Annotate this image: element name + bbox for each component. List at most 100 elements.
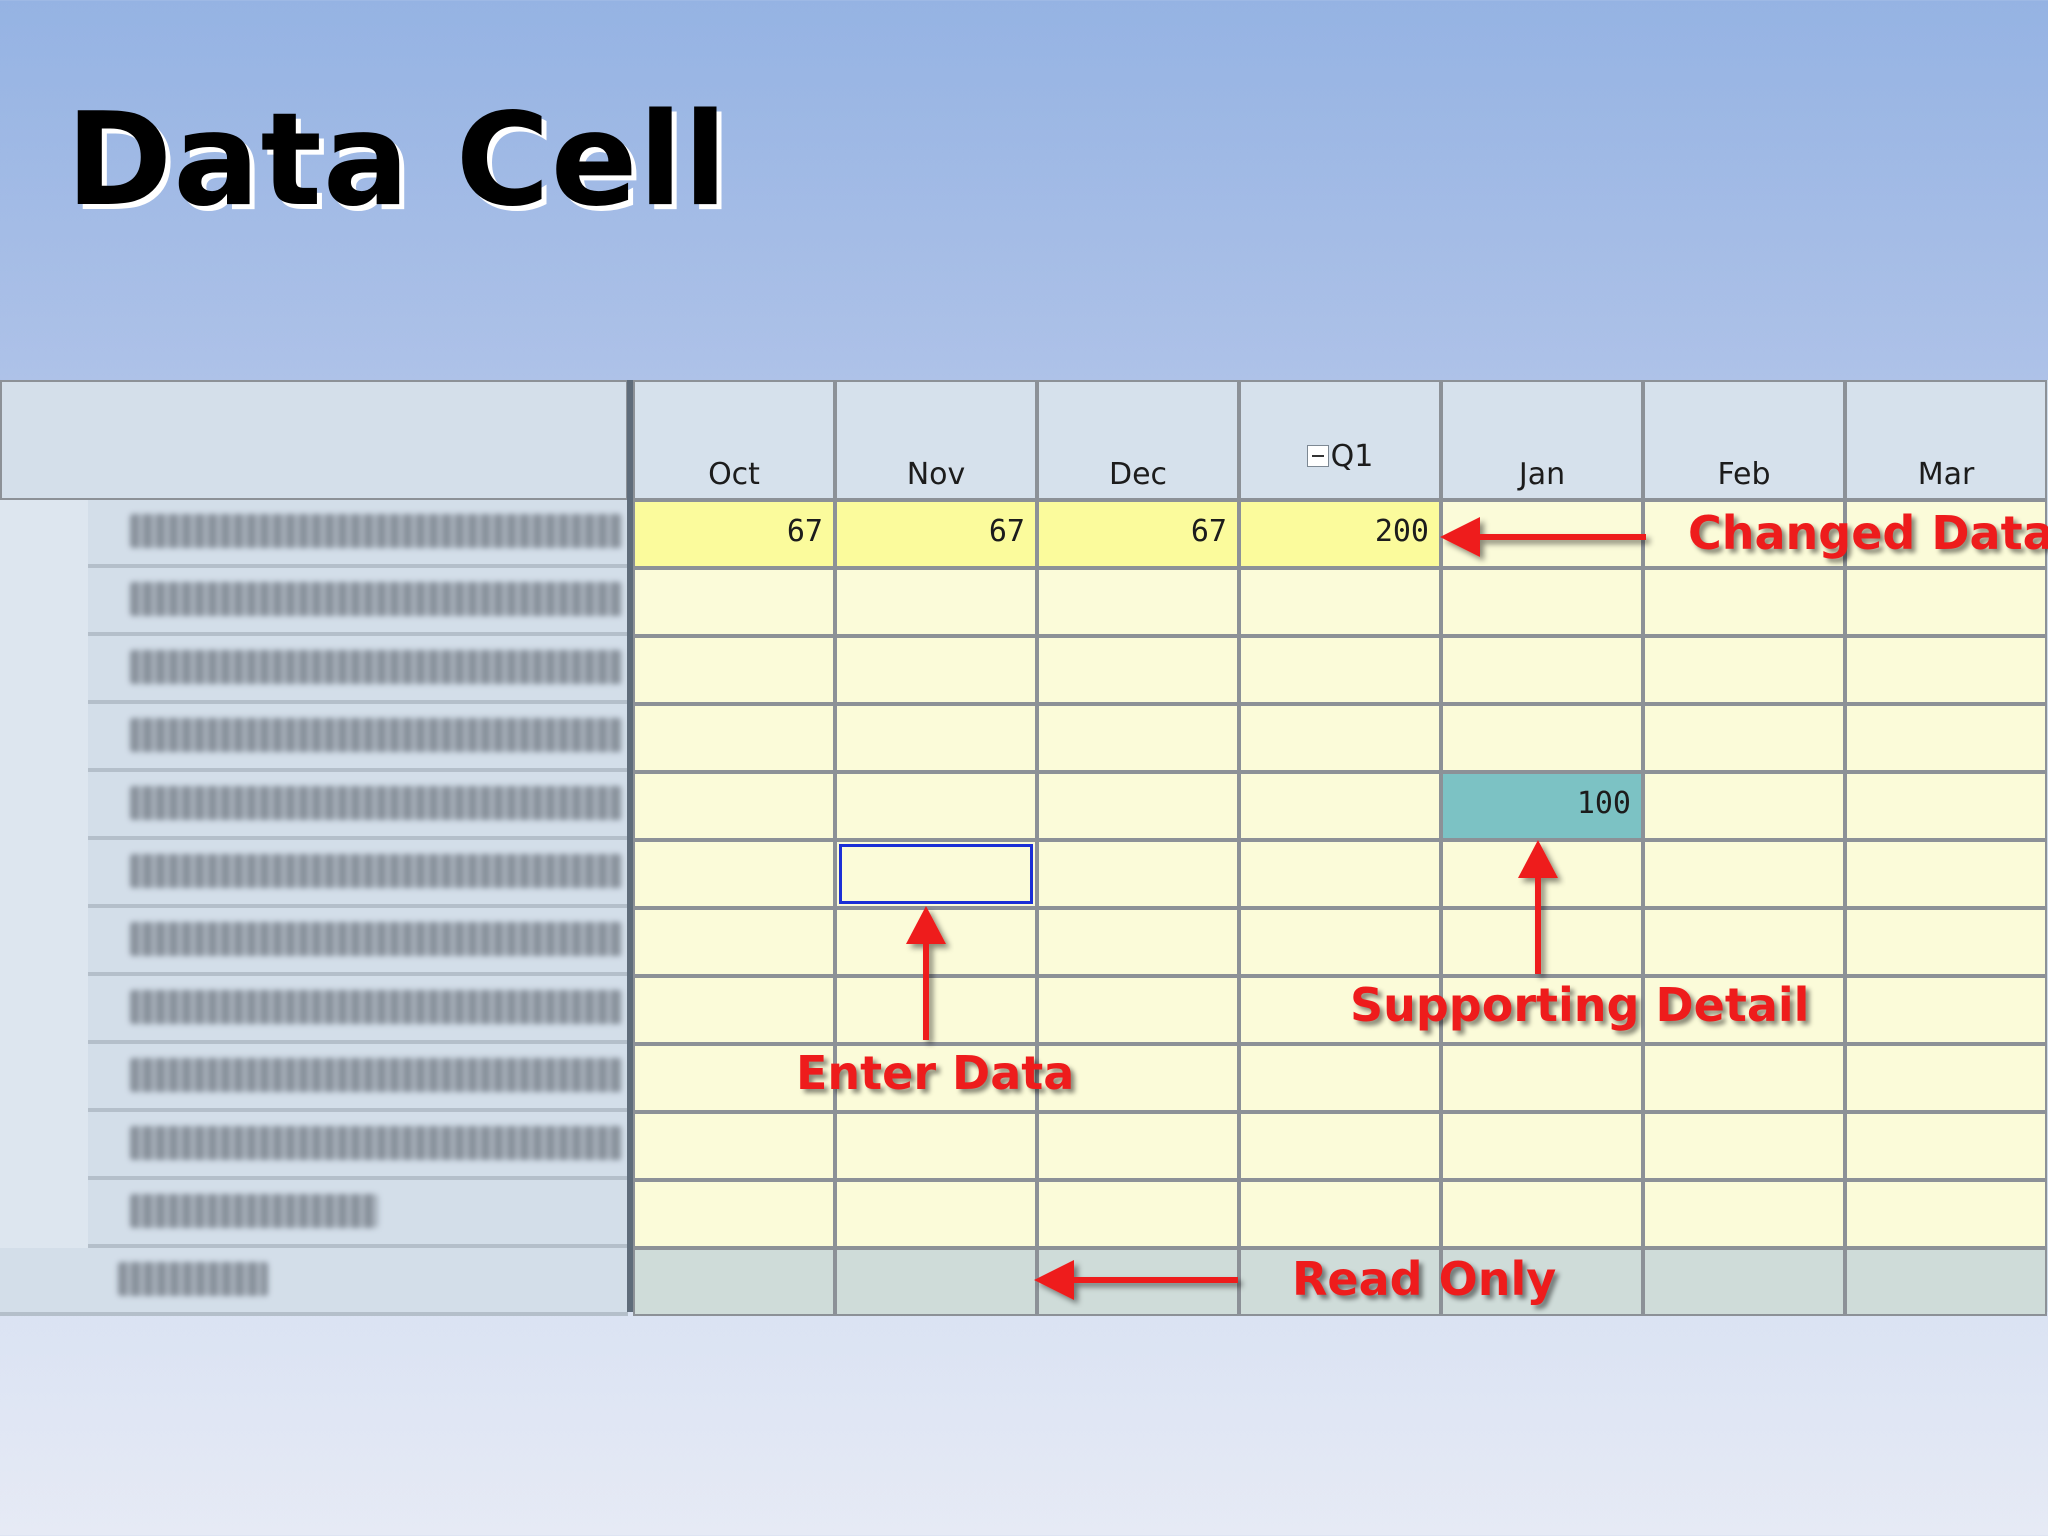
row-member-label[interactable] xyxy=(0,1044,628,1112)
data-cell[interactable] xyxy=(1643,1044,1845,1112)
data-cell[interactable] xyxy=(633,840,835,908)
data-cell[interactable] xyxy=(835,908,1037,976)
data-cell[interactable] xyxy=(1643,1180,1845,1248)
data-cell[interactable] xyxy=(1643,772,1845,840)
row-member-label[interactable] xyxy=(0,1112,628,1180)
data-cell[interactable] xyxy=(1037,1112,1239,1180)
data-cell[interactable] xyxy=(1643,636,1845,704)
data-cell[interactable] xyxy=(835,1112,1037,1180)
data-cell[interactable] xyxy=(1037,772,1239,840)
data-cell[interactable] xyxy=(1643,976,1845,1044)
data-cell[interactable] xyxy=(1441,568,1643,636)
data-cell[interactable] xyxy=(1643,568,1845,636)
changed-data-cell[interactable]: 67 xyxy=(835,500,1037,568)
data-cell[interactable] xyxy=(1037,840,1239,908)
column-header-q1[interactable]: Q1 xyxy=(1239,380,1441,500)
data-cell[interactable] xyxy=(1239,1180,1441,1248)
supporting-detail-cell[interactable]: 100 xyxy=(1441,772,1643,840)
data-cell[interactable] xyxy=(1239,704,1441,772)
data-cell[interactable] xyxy=(1441,1112,1643,1180)
data-grid: Oct Nov Dec Q1 Jan Feb Mar 67 67 67 200 100 xyxy=(0,380,2048,1316)
data-cell[interactable] xyxy=(835,568,1037,636)
data-cell[interactable] xyxy=(1441,636,1643,704)
data-cell[interactable] xyxy=(835,976,1037,1044)
changed-data-cell[interactable]: 200 xyxy=(1239,500,1441,568)
changed-data-cell[interactable]: 67 xyxy=(1037,500,1239,568)
data-cell[interactable] xyxy=(1239,840,1441,908)
row-member-label[interactable] xyxy=(0,568,628,636)
column-header-jan[interactable]: Jan xyxy=(1441,380,1643,500)
data-cell[interactable] xyxy=(633,1044,835,1112)
data-cell[interactable] xyxy=(1037,1044,1239,1112)
column-header-oct[interactable]: Oct xyxy=(633,380,835,500)
data-cell[interactable] xyxy=(1845,772,2047,840)
data-cell[interactable] xyxy=(1441,976,1643,1044)
data-cell[interactable] xyxy=(1643,1112,1845,1180)
data-cell[interactable] xyxy=(1845,976,2047,1044)
row-member-label[interactable] xyxy=(0,976,628,1044)
data-cell[interactable] xyxy=(1845,1044,2047,1112)
data-cell[interactable] xyxy=(633,1180,835,1248)
data-cell[interactable] xyxy=(835,772,1037,840)
row-member-label[interactable] xyxy=(0,840,628,908)
data-cell[interactable] xyxy=(835,1044,1037,1112)
data-cell[interactable] xyxy=(1643,704,1845,772)
data-cell[interactable] xyxy=(1037,704,1239,772)
slide-title: Data Cell xyxy=(66,86,729,235)
data-cell[interactable] xyxy=(1643,500,1845,568)
column-header-dec[interactable]: Dec xyxy=(1037,380,1239,500)
data-cell[interactable] xyxy=(1643,840,1845,908)
read-only-cell xyxy=(633,1248,835,1316)
data-cell[interactable] xyxy=(1239,772,1441,840)
data-cell[interactable] xyxy=(1239,908,1441,976)
collapse-minus-icon[interactable] xyxy=(1306,444,1329,467)
data-cell[interactable] xyxy=(1441,1044,1643,1112)
data-cell[interactable] xyxy=(1845,636,2047,704)
row-member-label[interactable] xyxy=(0,500,628,568)
data-cell[interactable] xyxy=(1239,1112,1441,1180)
data-cell[interactable] xyxy=(633,908,835,976)
data-cell[interactable] xyxy=(1441,908,1643,976)
data-cell[interactable] xyxy=(1845,568,2047,636)
data-cell[interactable] xyxy=(1441,840,1643,908)
data-cell[interactable] xyxy=(1037,976,1239,1044)
data-cell[interactable] xyxy=(1845,840,2047,908)
data-cell[interactable] xyxy=(1845,1112,2047,1180)
column-header-nov[interactable]: Nov xyxy=(835,380,1037,500)
data-cell[interactable] xyxy=(633,704,835,772)
data-cell[interactable] xyxy=(633,772,835,840)
row-member-label[interactable] xyxy=(0,772,628,840)
row-member-label[interactable] xyxy=(0,636,628,704)
data-cell[interactable] xyxy=(1037,1180,1239,1248)
data-cell[interactable] xyxy=(835,1180,1037,1248)
data-cell[interactable] xyxy=(835,636,1037,704)
data-cell[interactable] xyxy=(1845,1180,2047,1248)
data-cell[interactable] xyxy=(835,704,1037,772)
data-cell[interactable] xyxy=(1441,704,1643,772)
data-cell[interactable] xyxy=(1239,1044,1441,1112)
data-cell[interactable] xyxy=(1239,976,1441,1044)
data-cell[interactable] xyxy=(633,976,835,1044)
row-member-label-total[interactable] xyxy=(0,1248,628,1316)
column-header-mar[interactable]: Mar xyxy=(1845,380,2047,500)
data-cell[interactable] xyxy=(633,636,835,704)
data-cell[interactable] xyxy=(1239,568,1441,636)
data-cell[interactable] xyxy=(1845,500,2047,568)
data-cell[interactable] xyxy=(1441,1180,1643,1248)
data-cell[interactable] xyxy=(1037,568,1239,636)
data-cell[interactable] xyxy=(1037,636,1239,704)
column-header-feb[interactable]: Feb xyxy=(1643,380,1845,500)
data-cell[interactable] xyxy=(1239,636,1441,704)
row-member-label[interactable] xyxy=(0,1180,628,1248)
data-cell[interactable] xyxy=(633,568,835,636)
data-cell[interactable] xyxy=(1037,908,1239,976)
changed-data-cell[interactable]: 67 xyxy=(633,500,835,568)
data-cell[interactable] xyxy=(1441,500,1643,568)
data-cell[interactable] xyxy=(633,1112,835,1180)
row-member-label[interactable] xyxy=(0,908,628,976)
data-cell[interactable] xyxy=(1643,908,1845,976)
row-member-label[interactable] xyxy=(0,704,628,772)
data-cell[interactable] xyxy=(1845,704,2047,772)
data-cell[interactable] xyxy=(1845,908,2047,976)
selected-input-cell[interactable] xyxy=(835,840,1037,908)
